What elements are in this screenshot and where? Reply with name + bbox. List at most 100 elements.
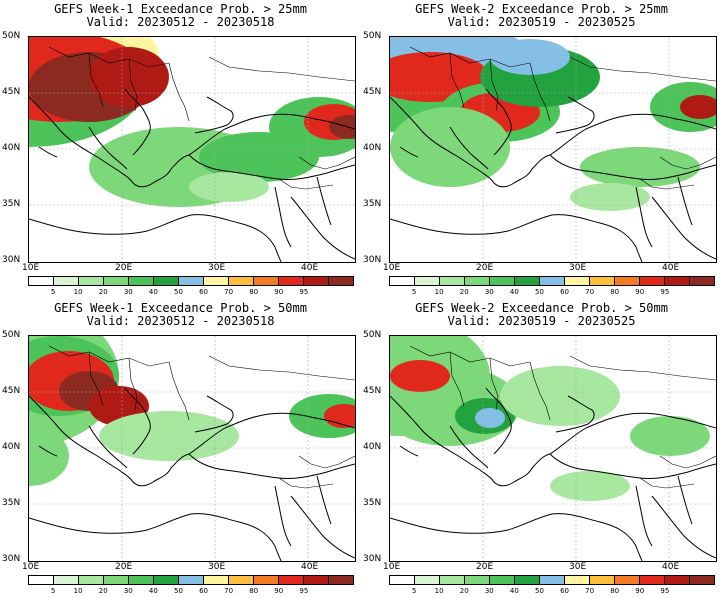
colorbar-swatch [540, 576, 565, 584]
colorbar-label: 60 [560, 288, 569, 296]
colorbar-swatch [229, 576, 254, 584]
probability-region [475, 408, 505, 428]
colorbar-swatch [440, 277, 465, 285]
colorbar-label: 30 [484, 288, 494, 296]
colorbar-label: 50 [173, 288, 183, 296]
lat-label: 40N [2, 143, 21, 153]
colorbar-label: 5 [411, 288, 417, 296]
lon-label: 40E [662, 562, 680, 572]
map-canvas [29, 336, 355, 561]
probability-region [189, 172, 269, 202]
colorbar-label: 80 [610, 587, 620, 595]
colorbar-label: 70 [224, 288, 234, 296]
lon-label: 40E [301, 263, 319, 273]
lon-label: 20E [115, 263, 133, 273]
panel-title: GEFS Week-2 Exceedance Prob. > 50mm [415, 301, 668, 315]
probability-region [390, 107, 510, 187]
lat-label: 30N [363, 255, 382, 265]
lon-label: 30E [569, 263, 587, 273]
probability-region [550, 471, 630, 501]
colorbar-swatch [154, 277, 179, 285]
colorbar-label: 40 [509, 288, 519, 296]
colorbar-swatch [590, 277, 615, 285]
colorbar-swatch [54, 576, 79, 584]
colorbar-swatch [129, 576, 154, 584]
lat-label: 50N [363, 31, 382, 41]
colorbar-swatch [640, 576, 665, 584]
probability-region [89, 47, 169, 107]
colorbar-swatch [415, 576, 440, 584]
colorbar-label: 5 [50, 587, 56, 595]
colorbar-label: 10 [434, 587, 444, 595]
colorbar-label: 50 [534, 288, 544, 296]
lat-label: 45N [2, 87, 21, 97]
lat-label: 40N [363, 442, 382, 452]
colorbar-label: 60 [560, 587, 569, 595]
lat-label: 35N [2, 199, 21, 209]
colorbar-swatch [690, 277, 714, 285]
probability-map [28, 36, 356, 263]
colorbar-label: 80 [249, 288, 259, 296]
colorbar-swatch [204, 576, 229, 584]
colorbar-label: 95 [660, 587, 670, 595]
colorbar [389, 575, 715, 585]
colorbar-label: 50 [534, 587, 544, 595]
lon-label: 20E [115, 562, 133, 572]
colorbar-swatch [615, 277, 640, 285]
colorbar-label: 20 [98, 288, 108, 296]
colorbar-swatch [390, 277, 415, 285]
probability-region [630, 416, 710, 456]
map-canvas [390, 336, 716, 561]
lon-label: 40E [662, 263, 680, 273]
colorbar-label: 90 [635, 288, 645, 296]
probability-region [580, 147, 700, 187]
colorbar-label: 10 [73, 288, 83, 296]
colorbar-label: 40 [148, 587, 158, 595]
colorbar [28, 575, 354, 585]
colorbar-label: 70 [585, 587, 595, 595]
colorbar-swatch [665, 576, 690, 584]
map-panel: GEFS Week-2 Exceedance Prob. > 25mm Vali… [361, 0, 722, 299]
colorbar-swatch [79, 277, 104, 285]
colorbar-swatch [465, 277, 490, 285]
colorbar-swatch [179, 576, 204, 584]
lon-label: 20E [476, 263, 494, 273]
panel-title: GEFS Week-2 Exceedance Prob. > 25mm [415, 2, 668, 16]
colorbar-label: 10 [434, 288, 444, 296]
colorbar-swatch [565, 277, 590, 285]
colorbar-label: 90 [274, 587, 284, 595]
lat-label: 45N [363, 386, 382, 396]
colorbar-label: 95 [299, 288, 309, 296]
colorbar-label: 5 [50, 288, 56, 296]
lon-label: 10E [383, 562, 401, 572]
colorbar-swatch [329, 576, 353, 584]
colorbar-swatch [390, 576, 415, 584]
lat-label: 30N [363, 554, 382, 564]
lat-label: 45N [2, 386, 21, 396]
colorbar-swatch [540, 277, 565, 285]
colorbar-swatch [279, 277, 304, 285]
map-canvas [390, 37, 716, 262]
colorbar-label: 30 [123, 288, 133, 296]
colorbar-label: 20 [459, 288, 469, 296]
colorbar-swatch [229, 277, 254, 285]
colorbar-swatch [179, 277, 204, 285]
lon-label: 10E [22, 263, 40, 273]
colorbar-swatch [465, 576, 490, 584]
lon-label: 30E [208, 263, 226, 273]
lat-label: 40N [363, 143, 382, 153]
colorbar-swatch [329, 277, 353, 285]
probability-region [500, 366, 620, 426]
lat-label: 30N [2, 255, 21, 265]
colorbar-label: 60 [199, 288, 208, 296]
colorbar-swatch [515, 277, 540, 285]
lat-label: 50N [363, 330, 382, 340]
colorbar-swatch [254, 576, 279, 584]
colorbar-label: 80 [249, 587, 259, 595]
panel-valid-dates: Valid: 20230512 - 20230518 [86, 314, 275, 328]
probability-region [99, 411, 239, 461]
lat-label: 50N [2, 31, 21, 41]
colorbar-label: 20 [98, 587, 108, 595]
map-panel: GEFS Week-2 Exceedance Prob. > 50mm Vali… [361, 299, 722, 598]
colorbar-swatch [104, 277, 129, 285]
